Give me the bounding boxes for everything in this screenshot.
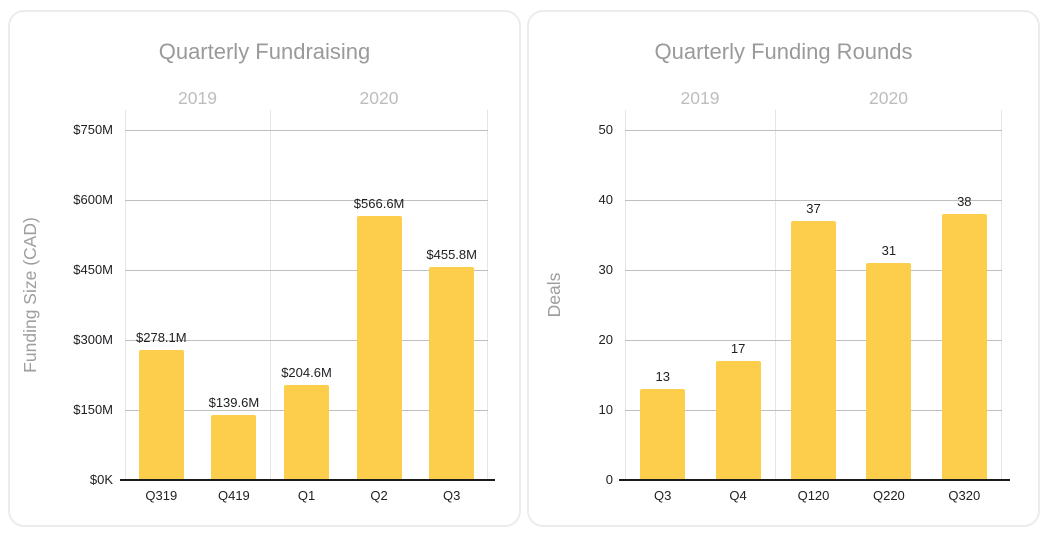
bar-q220[interactable] [866,263,912,480]
bar-value-label: $139.6M [208,394,260,410]
chart-card-quarterly-funding-rounds: Quarterly Funding Rounds Deals 0 10 20 30 40… [527,10,1040,527]
plot-boundary-line [625,110,626,480]
bar-q419[interactable] [211,414,257,480]
bar-q319[interactable] [138,350,184,480]
gridline [125,129,488,131]
plot-boundary-line [1001,110,1002,480]
y-tick-label: 0 [605,472,613,487]
bar-q4[interactable] [715,361,761,480]
chart-title: Quarterly Funding Rounds [654,39,913,64]
gridline [625,199,1002,201]
bar-value-label: 17 [730,341,746,356]
y-axis-title: Deals [544,272,564,318]
gridline [625,129,1002,131]
bar-q1[interactable] [284,384,329,480]
x-axis-label: Q220 [872,488,905,503]
y-tick-label: $450M [73,262,113,277]
x-axis-label: Q3 [654,488,672,503]
x-axis-label: Q1 [297,488,316,503]
y-tick-label: 30 [598,262,613,277]
x-axis-label: Q2 [370,488,388,503]
x-axis-baseline [120,479,495,481]
gridline [125,199,488,201]
bar-value-label: $278.1M [136,330,187,346]
year-group-label: 2019 [680,88,720,108]
bar-value-label: 31 [881,243,897,258]
x-axis-label: Q320 [948,488,981,503]
year-group-label: 2019 [178,88,217,108]
bar-value-label: 38 [957,194,972,209]
y-tick-label: 20 [598,332,613,347]
x-axis-label: Q319 [145,488,178,503]
x-axis-label: Q120 [797,488,830,503]
gridline [125,269,488,271]
bar-value-label: $566.6M [353,195,405,211]
bar-q2[interactable] [356,215,402,480]
bar-value-label: $204.6M [281,364,332,380]
plot-area: 0 10 20 30 40 50 2019 2020 13 Q3 17 Q4 37 Q120 31 Q220 3… [599,88,1010,503]
plot-boundary-line [487,110,488,480]
gridline [125,339,488,341]
y-tick-label: $600M [73,192,113,207]
chart-title: Quarterly Fundraising [158,39,371,64]
chart-card-quarterly-fundraising: Quarterly Fundraising Funding Size (CAD)… [8,10,521,527]
x-axis-label: Q3 [443,488,461,503]
plot-area: $0K $150M $300M $450M $600M $750M 2019 2020 $278… [73,88,495,503]
y-tick-label: $150M [73,402,113,417]
y-tick-label: $750M [73,122,113,137]
x-axis-baseline [619,479,1010,481]
bar-q3[interactable] [640,389,686,480]
year-divider-line [270,110,271,480]
y-tick-label: $300M [73,332,113,347]
x-axis-label: Q4 [729,488,747,503]
year-divider-line [775,110,776,480]
year-group-label: 2020 [359,88,399,108]
y-axis-title: Funding Size (CAD) [20,217,40,373]
bar-value-label: 13 [655,369,670,384]
year-group-label: 2020 [869,88,908,108]
bar-q120[interactable] [791,221,836,480]
bar-value-label: 37 [806,201,821,216]
y-tick-label: 50 [598,122,613,137]
y-tick-label: 40 [598,192,613,207]
y-tick-label: $0K [89,472,113,487]
bar-value-label: $455.8M [426,247,477,263]
y-tick-label: 10 [598,402,613,417]
bar-q3[interactable] [429,267,475,480]
bar-q320[interactable] [941,214,987,480]
x-axis-label: Q419 [217,488,250,503]
plot-boundary-line [125,110,126,480]
